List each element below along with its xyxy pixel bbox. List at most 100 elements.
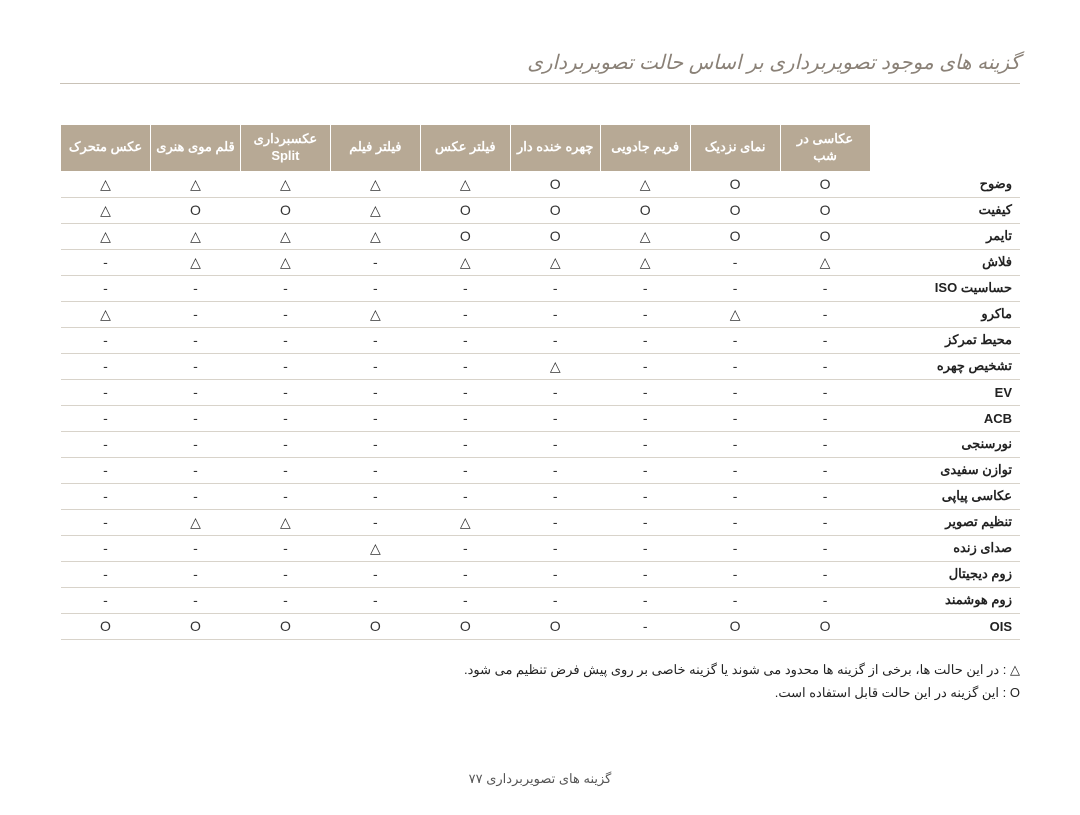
- cell: O: [151, 197, 241, 223]
- cell: -: [240, 587, 330, 613]
- col-header: عکس متحرک: [61, 125, 151, 172]
- cell: -: [330, 457, 420, 483]
- table-row: تایمرOO△OO△△△△: [61, 223, 1021, 249]
- row-label: صدای زنده: [870, 535, 1020, 561]
- cell: -: [510, 327, 600, 353]
- cell: -: [780, 353, 870, 379]
- cell: -: [61, 587, 151, 613]
- cell: -: [780, 561, 870, 587]
- row-label: ACB: [870, 405, 1020, 431]
- legend-line: △ : در این حالت ها، برخی از گزینه ها محد…: [60, 658, 1020, 681]
- cell: O: [510, 613, 600, 639]
- cell: -: [420, 561, 510, 587]
- cell: -: [690, 483, 780, 509]
- cell: △: [61, 223, 151, 249]
- cell: -: [600, 535, 690, 561]
- table-row: OISOO-OOOOOO: [61, 613, 1021, 639]
- cell: -: [510, 431, 600, 457]
- cell: -: [690, 353, 780, 379]
- table-row: ماکرو-△---△--△: [61, 301, 1021, 327]
- cell: O: [330, 613, 420, 639]
- cell: -: [61, 249, 151, 275]
- cell: -: [151, 379, 241, 405]
- cell: -: [510, 509, 600, 535]
- cell: -: [600, 457, 690, 483]
- cell: △: [151, 223, 241, 249]
- cell: -: [330, 483, 420, 509]
- cell: -: [780, 587, 870, 613]
- cell: -: [600, 509, 690, 535]
- cell: -: [330, 353, 420, 379]
- cell: -: [420, 327, 510, 353]
- cell: -: [330, 405, 420, 431]
- cell: -: [420, 587, 510, 613]
- cell: △: [510, 353, 600, 379]
- cell: -: [151, 301, 241, 327]
- cell: -: [780, 327, 870, 353]
- row-label: توازن سفیدی: [870, 457, 1020, 483]
- cell: O: [690, 171, 780, 197]
- table-row: تشخیص چهره---△-----: [61, 353, 1021, 379]
- cell: -: [690, 457, 780, 483]
- cell: △: [600, 171, 690, 197]
- cell: -: [240, 275, 330, 301]
- cell: △: [151, 509, 241, 535]
- cell: O: [510, 171, 600, 197]
- cell: -: [600, 301, 690, 327]
- table-row: فلاش△-△△△-△△-: [61, 249, 1021, 275]
- col-header: فیلتر عکس: [420, 125, 510, 172]
- cell: -: [780, 509, 870, 535]
- cell: △: [420, 249, 510, 275]
- col-header: نمای نزدیک: [690, 125, 780, 172]
- cell: -: [61, 561, 151, 587]
- cell: -: [690, 509, 780, 535]
- row-label: OIS: [870, 613, 1020, 639]
- cell: -: [240, 457, 330, 483]
- cell: -: [61, 457, 151, 483]
- cell: O: [510, 223, 600, 249]
- cell: -: [151, 275, 241, 301]
- cell: -: [420, 301, 510, 327]
- table-row: تنظیم تصویر----△-△△-: [61, 509, 1021, 535]
- cell: △: [330, 223, 420, 249]
- cell: O: [690, 223, 780, 249]
- cell: -: [600, 405, 690, 431]
- cell: -: [61, 379, 151, 405]
- cell: -: [690, 405, 780, 431]
- cell: -: [690, 535, 780, 561]
- cell: O: [61, 613, 151, 639]
- cell: -: [690, 327, 780, 353]
- table-row: توازن سفیدی---------: [61, 457, 1021, 483]
- cell: -: [690, 249, 780, 275]
- cell: -: [61, 327, 151, 353]
- cell: -: [600, 431, 690, 457]
- cell: -: [240, 561, 330, 587]
- legend-line: O : این گزینه در این حالت قابل استفاده ا…: [60, 681, 1020, 704]
- cell: -: [330, 327, 420, 353]
- page-title: گزینه های موجود تصویربرداری بر اساس حالت…: [60, 50, 1020, 84]
- cell: -: [330, 509, 420, 535]
- cell: -: [330, 561, 420, 587]
- cell: -: [600, 275, 690, 301]
- cell: △: [61, 197, 151, 223]
- cell: O: [780, 171, 870, 197]
- cell: -: [151, 457, 241, 483]
- table-row: نورسنجی---------: [61, 431, 1021, 457]
- cell: △: [420, 171, 510, 197]
- cell: △: [61, 171, 151, 197]
- legend: △ : در این حالت ها، برخی از گزینه ها محد…: [60, 658, 1020, 705]
- row-label: ماکرو: [870, 301, 1020, 327]
- cell: △: [600, 223, 690, 249]
- row-label: محیط تمرکز: [870, 327, 1020, 353]
- col-header: عکاسی در شب: [780, 125, 870, 172]
- cell: -: [61, 483, 151, 509]
- cell: -: [330, 431, 420, 457]
- cell: -: [420, 405, 510, 431]
- table-row: ACB---------: [61, 405, 1021, 431]
- cell: △: [600, 249, 690, 275]
- cell: -: [690, 431, 780, 457]
- table-row: کیفیتOOOOO△OO△: [61, 197, 1021, 223]
- cell: -: [510, 561, 600, 587]
- page-footer: گزینه های تصویربرداری ۷۷: [60, 771, 1020, 787]
- cell: -: [61, 405, 151, 431]
